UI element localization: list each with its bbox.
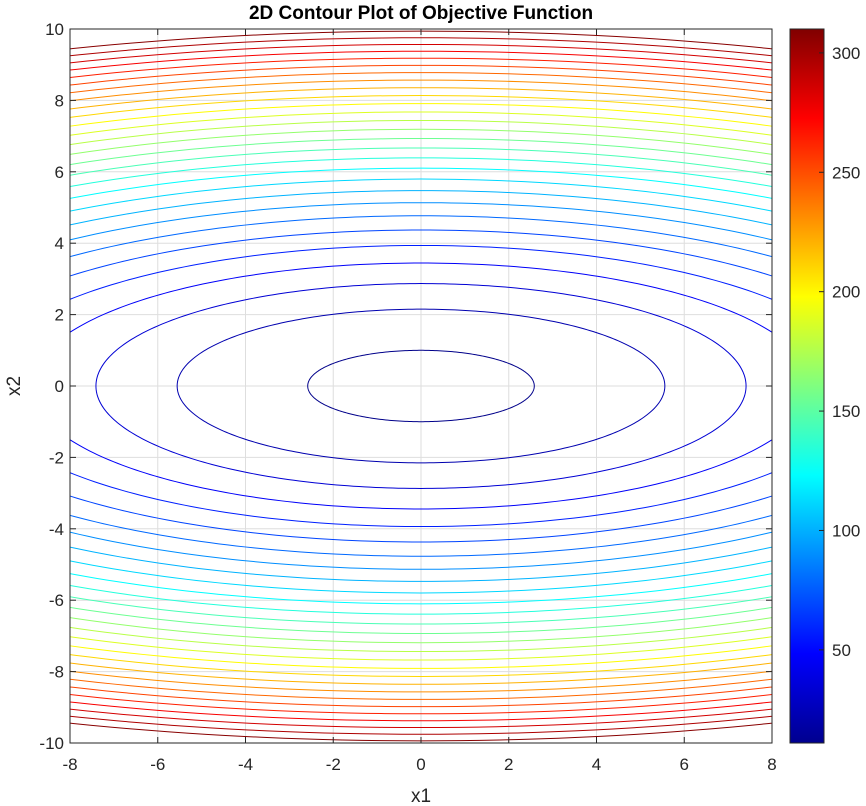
y-tick-label: 2 (55, 306, 64, 325)
x-tick-label: -6 (150, 755, 165, 774)
contour-line (70, 244, 772, 528)
x-tick-label: -8 (62, 755, 77, 774)
contour-line (70, 202, 772, 570)
y-tick-label: -2 (49, 448, 64, 467)
contour-line (70, 215, 772, 557)
colorbar-tick-label: 200 (832, 283, 860, 302)
x-tick-label: 6 (680, 755, 689, 774)
contour-line (70, 229, 772, 543)
y-axis-ticks: -10 -8 -6 -4 -2 0 2 4 6 8 10 (39, 20, 772, 753)
x-axis-label: x1 (411, 786, 431, 806)
y-tick-label: -8 (49, 663, 64, 682)
x-tick-label: -2 (326, 755, 341, 774)
contour-line (176, 308, 666, 464)
x-axis-ticks: -8 -6 -4 -2 0 2 4 6 8 (62, 29, 777, 774)
colorbar-tick-label: 300 (832, 44, 860, 63)
y-tick-label: 8 (55, 91, 64, 110)
x-tick-label: 8 (767, 755, 776, 774)
y-tick-label: -10 (39, 734, 64, 753)
x-tick-label: 0 (416, 755, 425, 774)
contour-lines (70, 30, 772, 742)
x-tick-label: -4 (238, 755, 253, 774)
colorbar-tick-label: 250 (832, 163, 860, 182)
colorbar-tick-label: 100 (832, 521, 860, 540)
x-tick-label: 4 (592, 755, 601, 774)
chart-title: 2D Contour Plot of Objective Function (249, 3, 593, 24)
contour-line (307, 349, 535, 423)
contour-line (70, 167, 772, 605)
x-tick-label: 2 (504, 755, 513, 774)
y-tick-label: -6 (49, 591, 64, 610)
y-tick-label: 4 (55, 234, 64, 253)
contour-line (95, 283, 747, 489)
colorbar-tick-label: 150 (832, 402, 860, 421)
contour-line (70, 190, 772, 582)
y-tick-label: 0 (55, 377, 64, 396)
contour-line (70, 262, 772, 510)
colorbar-tick-label: 50 (832, 641, 851, 660)
y-tick-label: 10 (45, 20, 64, 39)
y-tick-label: 6 (55, 163, 64, 182)
contour-line (70, 178, 772, 594)
colorbar-ticks: 50 100 150 200 250 300 (819, 44, 860, 660)
y-axis-label: x2 (4, 376, 25, 396)
y-tick-label: -4 (49, 520, 64, 539)
colorbar (789, 28, 825, 744)
